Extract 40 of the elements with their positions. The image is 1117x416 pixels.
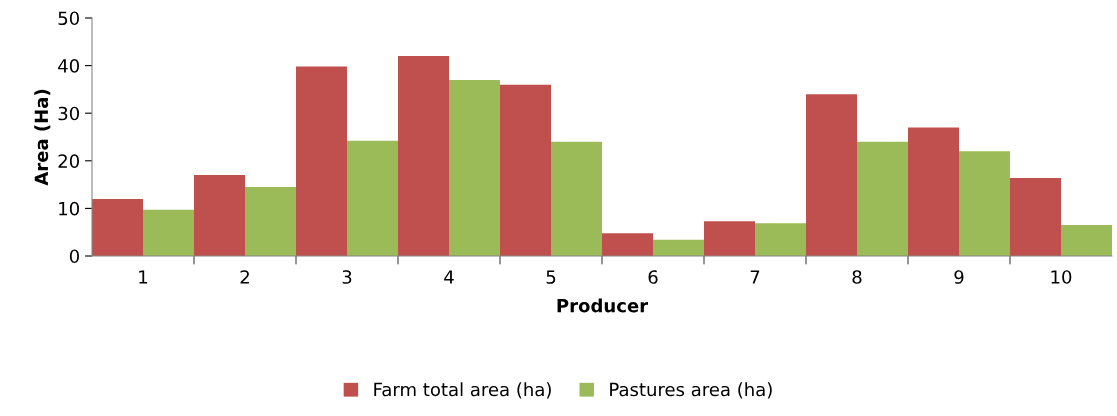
legend-label: Farm total area (ha) [374, 382, 551, 399]
bar [551, 141, 602, 256]
bar [602, 233, 653, 256]
y-tick-label: 30 [58, 106, 79, 121]
bar [755, 223, 806, 256]
x-axis-title: Producer [557, 298, 649, 313]
x-tick-label: 8 [852, 270, 862, 284]
bar [143, 209, 194, 256]
bar [653, 239, 704, 256]
x-tick-label: 9 [954, 270, 964, 284]
bar [704, 221, 755, 256]
bar [908, 127, 959, 256]
y-tick-label: 10 [59, 201, 79, 216]
bar [806, 94, 857, 256]
y-tick-label: 0 [69, 249, 79, 264]
bar [92, 198, 143, 256]
bar [1010, 177, 1061, 256]
y-axis-title: Area (Ha) [34, 89, 51, 186]
legend-label: Pastures area (ha) [610, 382, 772, 399]
bar [245, 186, 296, 256]
bar [857, 141, 908, 256]
x-tick-label: 3 [342, 270, 352, 284]
x-tick-label: 5 [546, 270, 556, 284]
bar [398, 56, 449, 256]
x-tick-label: 4 [444, 270, 454, 284]
bar [347, 140, 398, 256]
bar [959, 151, 1010, 256]
bar [500, 84, 551, 256]
bar [449, 79, 500, 256]
x-tick-label: 6 [648, 270, 658, 284]
y-tick-label: 20 [58, 154, 79, 168]
x-tick-label: 2 [240, 270, 249, 284]
x-tick-label: 1 [139, 270, 148, 284]
bar [296, 66, 347, 256]
x-tick-label: 7 [750, 270, 760, 284]
y-tick-label: 40 [58, 59, 79, 73]
x-tick-label: 10 [1051, 270, 1072, 284]
bar [194, 175, 245, 256]
y-tick-label: 50 [58, 11, 79, 26]
bar [1061, 225, 1112, 256]
